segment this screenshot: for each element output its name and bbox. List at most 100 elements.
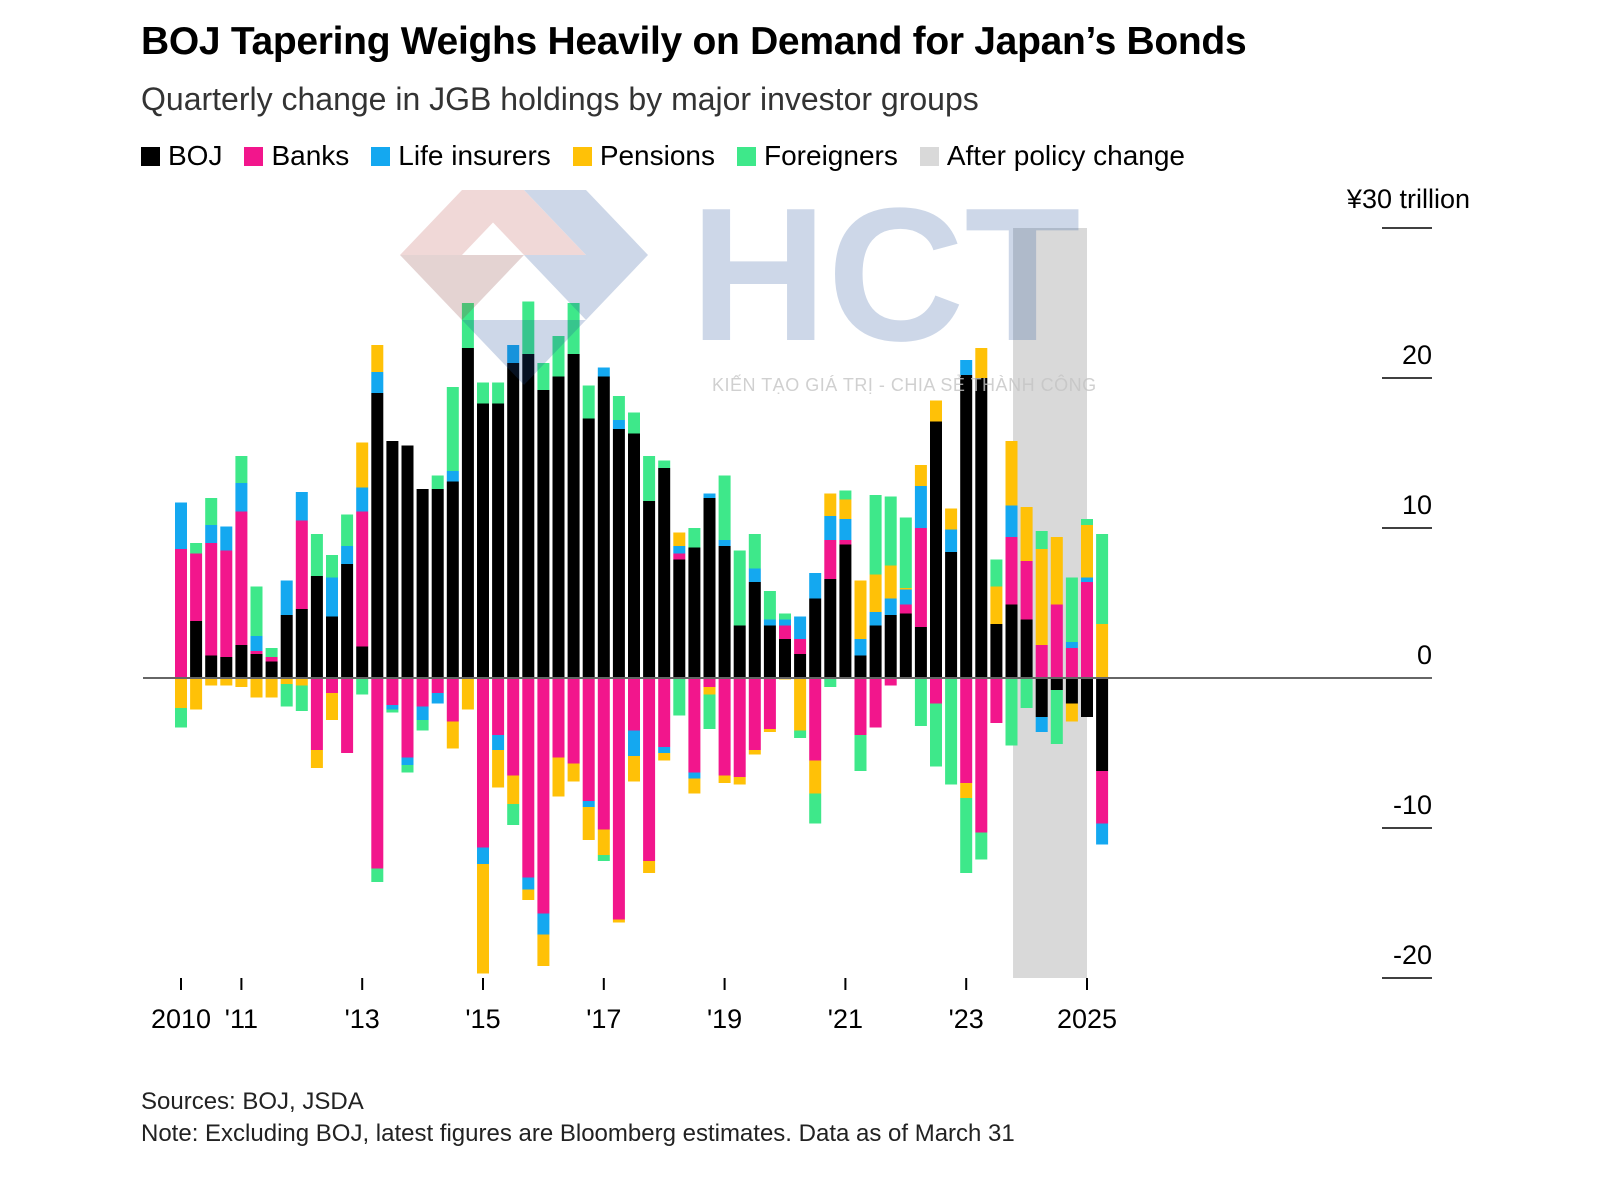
bar-segment-banks: [718, 678, 731, 776]
watermark-tagline: KIẾN TẠO GIÁ TRỊ - CHIA SẺ THÀNH CÔNG: [712, 375, 1097, 395]
bar-segment-banks: [446, 678, 459, 722]
bar-segment-foreigners: [612, 396, 625, 420]
bar-segment-life-insurers: [763, 619, 776, 626]
bar-segment-boj: [326, 616, 338, 678]
bar-segment-foreigners: [1096, 534, 1109, 624]
bar-segment-life-insurers: [431, 693, 444, 704]
bar-segment-banks: [990, 678, 1003, 723]
bar-segment-pensions: [733, 777, 746, 785]
bar-segment-banks: [1020, 561, 1033, 620]
bar-segment-life-insurers: [597, 367, 610, 377]
bar-segment-pensions: [945, 508, 958, 530]
bar-segment-boj: [779, 639, 791, 678]
bar-segment-foreigners: [190, 543, 203, 554]
bar-segment-boj: [914, 627, 927, 678]
bar-segment-foreigners: [869, 495, 882, 575]
bar-segment-pensions: [1035, 549, 1048, 645]
bar-segment-banks: [703, 678, 716, 687]
bar-segment-life-insurers: [945, 529, 958, 552]
bar-segment-foreigners: [446, 387, 459, 471]
bar-segment-banks: [1065, 648, 1078, 678]
bar-segment-banks: [779, 625, 791, 639]
bar-segment-pensions: [326, 693, 338, 720]
bar-segment-foreigners: [763, 591, 776, 620]
bar-segment-foreigners: [310, 534, 323, 576]
bar-segment-life-insurers: [175, 502, 187, 549]
bar-segment-foreigners: [537, 363, 550, 390]
bar-segment-life-insurers: [960, 360, 973, 375]
bar-segment-banks: [688, 678, 701, 773]
bar-segment-pensions: [854, 580, 867, 639]
bar-segment-banks: [190, 553, 203, 621]
bar-segment-banks: [386, 678, 399, 705]
bar-segment-foreigners: [431, 475, 444, 489]
bar-segment-boj: [250, 654, 263, 678]
bar-segment-pensions: [839, 499, 852, 519]
bar-segment-foreigners: [567, 303, 580, 354]
bar-segment-foreigners: [295, 685, 308, 711]
bar-segment-pensions: [794, 678, 807, 731]
bar-segment-banks: [763, 678, 776, 729]
bar-segment-pensions: [1050, 537, 1063, 605]
bar-segment-banks: [884, 678, 897, 686]
bar-segment-banks: [612, 678, 625, 920]
bar-segment-foreigners: [628, 412, 640, 434]
bar-segment-pensions: [492, 750, 505, 788]
bar-segment-foreigners: [386, 709, 399, 713]
bar-segment-boj: [703, 498, 716, 678]
bar-segment-foreigners: [1035, 531, 1048, 549]
bar-segment-life-insurers: [869, 612, 882, 626]
bar-segment-banks: [265, 657, 278, 662]
legend-item-after-policy-change: After policy change: [919, 140, 1185, 172]
footer-note: Note: Excluding BOJ, latest figures are …: [141, 1120, 1015, 1147]
bar-segment-pensions: [930, 400, 942, 422]
bar-segment-life-insurers: [658, 747, 671, 753]
bar-segment-boj: [477, 403, 489, 678]
bar-segment-foreigners: [280, 684, 293, 707]
bar-segment-foreigners: [250, 586, 263, 636]
bar-segment-boj: [356, 646, 369, 678]
bar-segment-life-insurers: [446, 471, 459, 482]
bar-segment-banks: [628, 678, 640, 731]
bar-segment-life-insurers: [1005, 505, 1018, 537]
bar-segment-life-insurers: [703, 493, 716, 498]
x-tick-label: 2025: [1057, 1004, 1117, 1034]
bar-segment-foreigners: [582, 385, 595, 419]
bar-segment-life-insurers: [582, 801, 595, 807]
bar-segment-life-insurers: [794, 616, 807, 639]
bar-segment-banks: [673, 553, 686, 560]
bar-segment-boj: [401, 445, 414, 678]
legend-swatch-banks: [244, 146, 264, 166]
bar-segment-banks: [295, 520, 308, 609]
x-tick-label: '13: [345, 1004, 380, 1034]
bar-segment-boj: [567, 354, 580, 678]
bar-segment-foreigners: [718, 475, 731, 540]
bar-segment-pensions: [914, 465, 927, 486]
legend-label-boj: BOJ: [168, 140, 223, 171]
bar-segment-foreigners: [945, 678, 958, 785]
bar-segment-banks: [597, 678, 610, 830]
bar-segment-boj: [628, 433, 640, 678]
bar-segment-foreigners: [779, 613, 791, 620]
bar-segment-life-insurers: [1096, 823, 1109, 845]
bar-segment-boj: [522, 354, 535, 678]
bar-segment-foreigners: [265, 648, 278, 657]
bar-segment-foreigners: [1065, 577, 1078, 642]
bar-segment-pensions: [763, 729, 776, 732]
bar-segment-boj: [492, 403, 505, 678]
bar-segment-foreigners: [461, 303, 474, 348]
bar-segment-banks: [824, 540, 837, 579]
bar-segment-banks: [960, 678, 973, 783]
bar-segment-boj: [205, 655, 218, 678]
bar-segment-foreigners: [1050, 690, 1063, 744]
bar-segment-pensions: [310, 750, 323, 768]
bar-segment-pensions: [1020, 507, 1033, 561]
bar-segment-pensions: [824, 493, 837, 516]
bar-segment-life-insurers: [205, 525, 218, 543]
legend-item-life-insurers: Life insurers: [371, 140, 551, 172]
bar-segment-pensions: [899, 588, 912, 590]
bar-segment-boj: [416, 489, 429, 678]
bar-segment-boj: [960, 375, 973, 678]
bar-segment-life-insurers: [612, 420, 625, 429]
bar-segment-boj: [1081, 678, 1093, 717]
